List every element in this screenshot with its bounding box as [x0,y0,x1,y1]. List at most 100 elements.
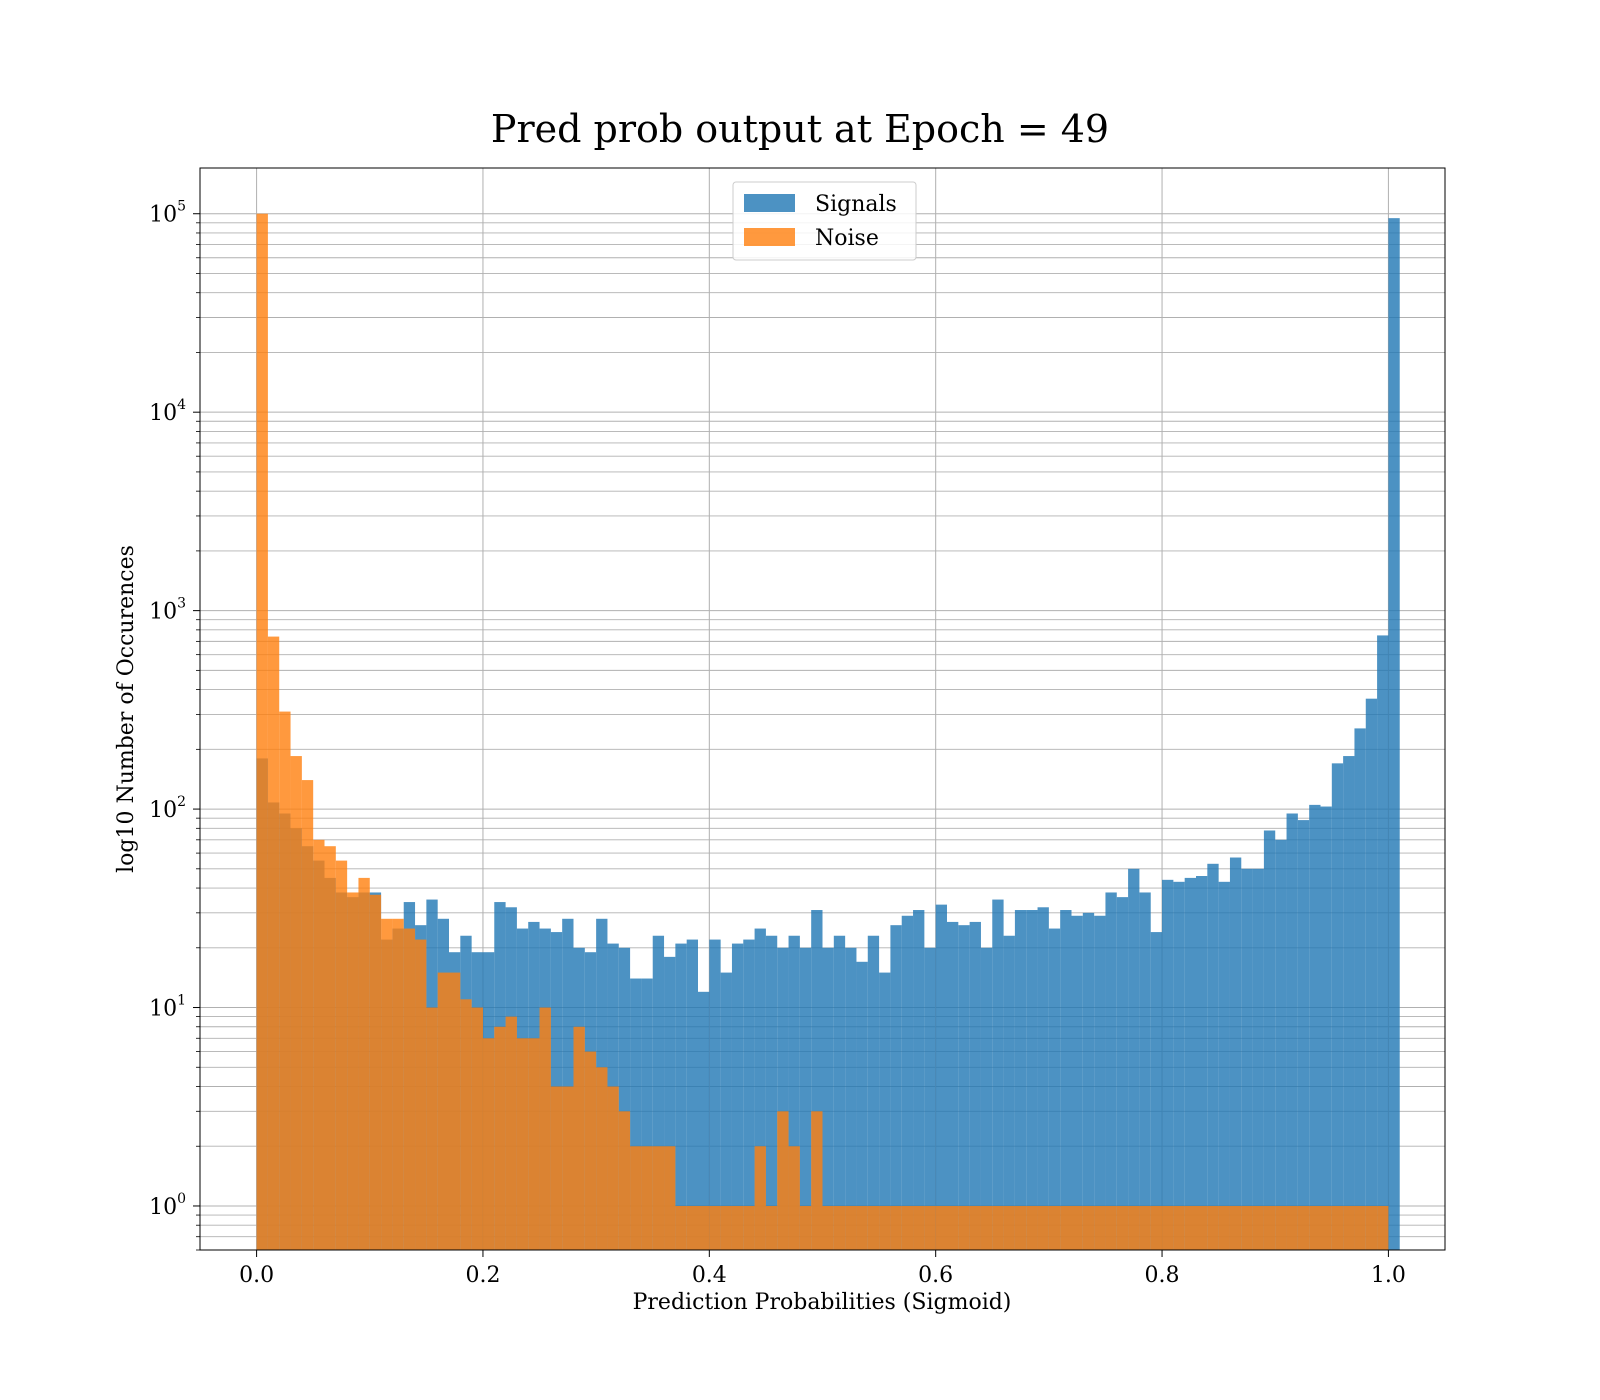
bar-noise [1309,1205,1321,1250]
bar-noise [731,1205,744,1250]
bar-noise [347,892,359,1250]
bar-noise [482,1038,495,1250]
legend-swatch [744,194,795,212]
bar-signals [1037,907,1049,1250]
bar-signals [1343,756,1355,1250]
bar-signals [686,939,698,1250]
bar-signals [1297,820,1310,1250]
bar-noise [1048,1205,1061,1250]
bar-signals [811,910,823,1250]
bar-signals [698,991,710,1250]
bar-signals [833,935,846,1250]
bar-noise [1071,1205,1083,1250]
bar-noise [449,972,461,1250]
bar-noise [980,1205,993,1250]
bar-signals [901,915,914,1250]
bar-noise [494,1026,506,1250]
x-tick-label: 0.0 [239,1263,274,1288]
bar-noise [924,1205,936,1250]
legend-label: Noise [815,226,879,251]
bar-noise [1275,1205,1287,1250]
bar-noise [1377,1205,1389,1250]
bar-noise [369,894,382,1250]
bar-signals [1173,881,1185,1250]
bar-noise [1060,1205,1072,1250]
bar-noise [901,1205,914,1250]
bar-signals [1207,863,1219,1250]
bar-noise [528,1038,540,1250]
bar-noise [743,1205,755,1250]
bar-signals [720,972,732,1250]
bar-noise [1094,1205,1106,1250]
bar-noise [426,1007,438,1250]
legend-label: Signals [815,192,897,217]
bar-noise [550,1086,563,1250]
bar-noise [1173,1205,1185,1250]
bar-noise [358,877,370,1250]
bar-signals [675,943,687,1250]
bar-noise [1343,1205,1355,1250]
bar-signals [867,935,880,1250]
bar-signals [1082,912,1095,1250]
bar-noise [539,1007,551,1250]
bar-noise [698,1205,710,1250]
bar-noise [562,1086,574,1250]
chart-title: Pred prob output at Epoch = 49 [491,107,1109,151]
bar-signals [992,899,1004,1250]
bar-signals [913,910,925,1250]
bar-signals [947,921,959,1250]
bar-noise [958,1205,970,1250]
bar-signals [856,961,868,1250]
bar-signals [799,947,812,1250]
bar-noise [969,1205,981,1250]
bar-signals [1060,910,1072,1250]
y-tick-label: 100 [149,1191,186,1220]
bar-noise [1241,1205,1253,1250]
bar-noise [584,1051,597,1250]
bar-noise [290,756,302,1250]
bar-signals [618,947,631,1250]
bar-signals [1094,915,1106,1250]
y-tick-label: 101 [149,993,186,1022]
bar-signals [743,939,755,1250]
bar-signals [1116,897,1129,1250]
bar-signals [562,918,574,1250]
bar-noise [324,846,336,1250]
bar-noise [392,918,404,1250]
bar-signals [630,978,642,1250]
bar-noise [822,1205,834,1250]
bar-noise [845,1205,857,1250]
bar-noise [1128,1205,1140,1250]
x-axis-label: Prediction Probabilities (Sigmoid) [633,1290,1012,1315]
bar-noise [1263,1205,1276,1250]
y-tick-label: 103 [149,596,186,625]
bar-noise [913,1205,925,1250]
bar-noise [709,1205,721,1250]
bar-noise [301,780,314,1250]
bar-noise [641,1146,653,1250]
bar-signals [1218,881,1230,1250]
bar-noise [1082,1205,1095,1250]
bar-noise [460,999,472,1250]
bar-noise [1139,1205,1151,1250]
bar-noise [1184,1205,1196,1250]
bars [256,213,1400,1251]
bar-signals [1286,813,1298,1250]
bar-signals [1026,910,1038,1250]
bar-noise [686,1205,698,1250]
bar-signals [969,921,981,1250]
bar-noise [1014,1205,1027,1250]
bar-signals [709,939,721,1250]
bar-noise [720,1205,732,1250]
bar-signals [1331,763,1344,1250]
bar-signals [924,947,936,1250]
bar-signals [1320,806,1332,1250]
bar-signals [1377,635,1389,1250]
bar-signals [980,947,993,1250]
bar-noise [1196,1205,1208,1250]
bar-signals [1309,804,1321,1250]
x-tick-label: 0.2 [465,1263,500,1288]
bar-noise [596,1067,608,1250]
bar-signals [845,947,857,1250]
